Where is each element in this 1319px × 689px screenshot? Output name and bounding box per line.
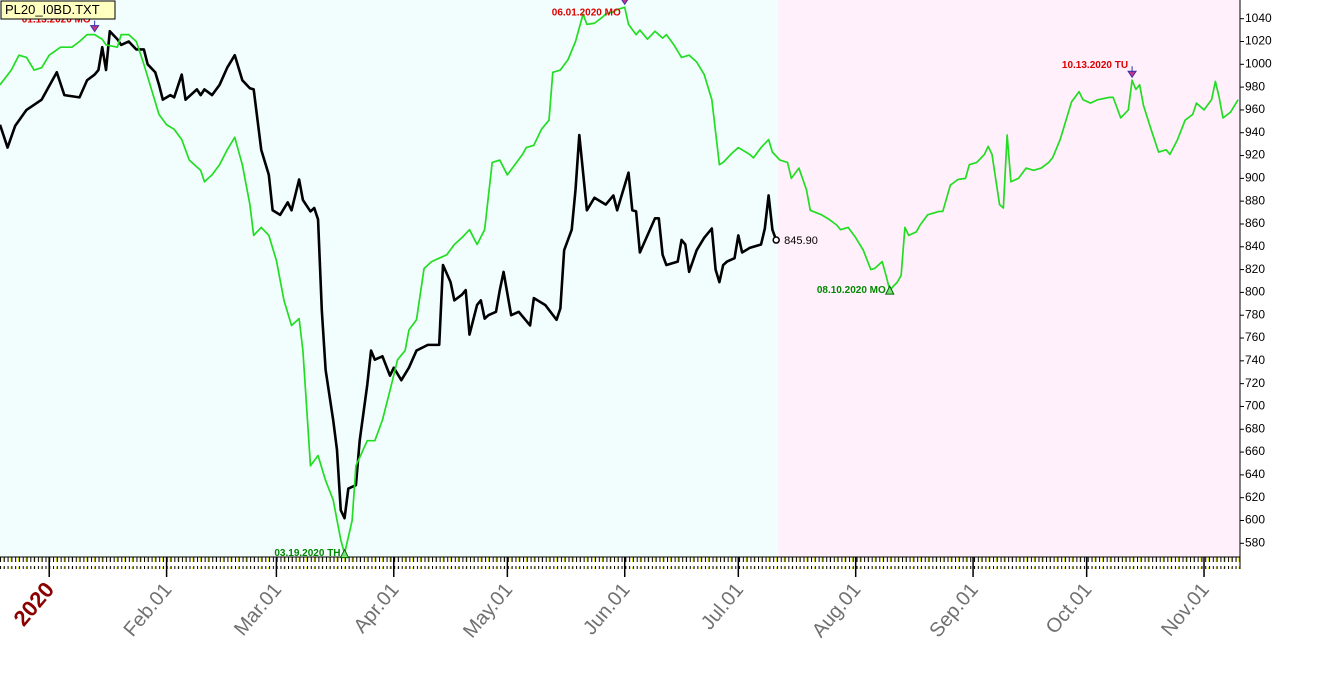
x-tick-label: Nov.01 <box>1157 579 1214 641</box>
x-tick-label: Jun.01 <box>579 579 634 639</box>
y-tick-label: 700 <box>1245 399 1265 413</box>
high-annotation: 10.13.2020 TU <box>1062 60 1128 71</box>
y-tick-label: 820 <box>1245 262 1265 276</box>
y-tick-label: 580 <box>1245 535 1265 549</box>
high-annotation: 01.13.2020 MO <box>22 14 91 25</box>
history-background <box>0 0 779 557</box>
y-tick-label: 680 <box>1245 421 1265 435</box>
price-line <box>0 29 778 520</box>
day-tick-strip <box>0 557 1240 569</box>
x-tick-label: Apr.01 <box>350 579 404 637</box>
y-tick-label: 660 <box>1245 444 1265 458</box>
x-tick-label: May.01 <box>459 579 517 642</box>
y-tick-label: 1040 <box>1245 11 1272 25</box>
y-tick-label: 940 <box>1245 125 1265 139</box>
y-tick-label: 760 <box>1245 330 1265 344</box>
x-tick-label: Mar.01 <box>230 579 286 640</box>
low-annotation: 03.19.2020 TH <box>274 548 340 559</box>
high-marker <box>89 20 100 33</box>
last-value-marker <box>772 236 780 244</box>
x-tick-label: 2020 <box>8 577 59 631</box>
y-tick-label: 720 <box>1245 376 1265 390</box>
y-tick-label: 620 <box>1245 490 1265 504</box>
chart-title: PL20_I0BD.TXT <box>5 2 100 17</box>
title-box: PL20_I0BD.TXT <box>0 0 116 20</box>
y-tick-label: 740 <box>1245 353 1265 367</box>
x-tick-label: Jul.01 <box>697 579 748 634</box>
x-tick-label: Feb.01 <box>120 579 177 641</box>
y-tick-label: 780 <box>1245 307 1265 321</box>
y-tick-label: 880 <box>1245 193 1265 207</box>
high-marker <box>1127 66 1138 79</box>
high-annotation: 06.01.2020 MO <box>552 8 621 19</box>
high-marker <box>621 0 629 6</box>
y-tick-label: 800 <box>1245 285 1265 299</box>
y-tick-label: 600 <box>1245 513 1265 527</box>
last-value-label: 845.90 <box>784 235 818 247</box>
low-marker <box>339 548 350 559</box>
y-tick-label: 960 <box>1245 102 1265 116</box>
y-tick-label: 840 <box>1245 239 1265 253</box>
y-tick-label: 640 <box>1245 467 1265 481</box>
x-tick-label: Aug.01 <box>808 579 866 642</box>
y-tick-label: 1020 <box>1245 34 1272 48</box>
low-marker <box>884 285 895 295</box>
projection-line <box>0 6 1239 555</box>
x-tick-label: Sep.01 <box>925 579 983 642</box>
y-tick-label: 1000 <box>1245 56 1272 70</box>
title-box-frame <box>0 0 116 20</box>
plot-background <box>0 0 1240 557</box>
y-tick-label: 860 <box>1245 216 1265 230</box>
y-tick-label: 920 <box>1245 148 1265 162</box>
projection-background <box>778 0 1240 557</box>
y-tick-label: 900 <box>1245 171 1265 185</box>
x-tick-label: Oct.01 <box>1042 579 1097 638</box>
low-annotation: 08.10.2020 MO <box>817 285 886 296</box>
y-tick-label: 980 <box>1245 79 1265 93</box>
